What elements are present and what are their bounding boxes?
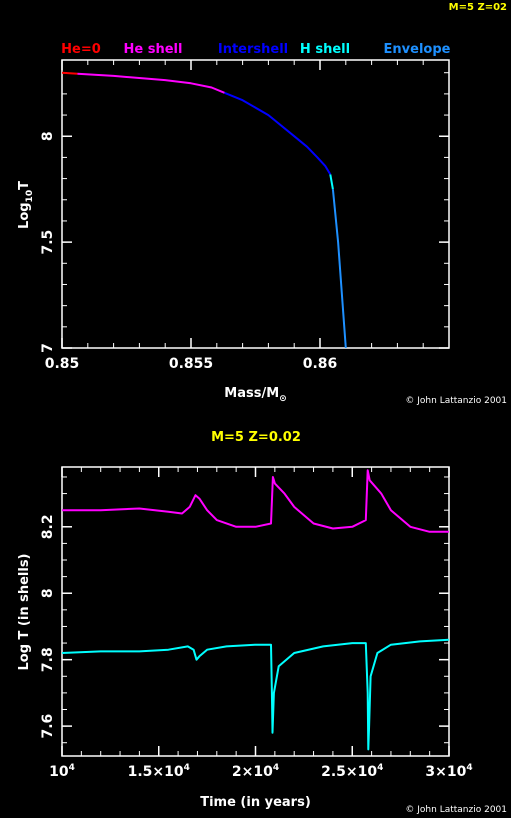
legend-entry: He shell bbox=[124, 42, 183, 57]
x-tick-label: 0.86 bbox=[303, 356, 338, 372]
y-tick-label: 8.2 bbox=[40, 514, 56, 539]
y-axis-label-subscript: 10 bbox=[25, 190, 35, 203]
x-axis-label-subscript: ⊙ bbox=[279, 394, 287, 404]
y-tick-label: 8 bbox=[40, 588, 56, 598]
series-line-intershell bbox=[224, 91, 332, 175]
x-tick-label: 3×104 bbox=[425, 763, 472, 780]
x-tick-label: 0.855 bbox=[169, 356, 213, 372]
y-tick-label: 7.6 bbox=[40, 714, 56, 739]
x-tick-label: 2×104 bbox=[232, 763, 279, 780]
x-axis-label: Time (in years) bbox=[200, 795, 311, 810]
y-axis-label-end: T bbox=[17, 181, 32, 190]
credit-text: © John Lattanzio 2001 bbox=[405, 396, 507, 406]
y-tick-label: 7.8 bbox=[40, 647, 56, 672]
legend-entry: He=0 bbox=[61, 42, 101, 57]
chart-title: M=5 Z=0.02 bbox=[211, 430, 301, 445]
series-line-h-shell bbox=[329, 174, 334, 190]
x-tick-label: 2.5×104 bbox=[321, 763, 383, 780]
x-tick-exponent: 4 bbox=[273, 763, 279, 773]
x-axis-label: Mass/M⊙ bbox=[224, 386, 286, 404]
x-tick-exponent: 4 bbox=[377, 763, 383, 773]
credit-text: © John Lattanzio 2001 bbox=[405, 805, 507, 815]
plot-frame bbox=[61, 59, 450, 349]
corner-label: M=5 Z=02 bbox=[449, 2, 507, 13]
x-tick-exponent: 4 bbox=[466, 763, 472, 773]
chart-2: 104 1.5×104 2×104 2.5×104 3×104 7.6 7.8 8 8.2 M=5… bbox=[17, 430, 507, 815]
x-tick-label: 0.85 bbox=[45, 356, 80, 372]
series-line-he-shell bbox=[77, 72, 225, 94]
series-line-envelope bbox=[331, 189, 347, 348]
x-tick-label: 1.5×104 bbox=[128, 763, 190, 780]
y-tick-label: 8 bbox=[40, 131, 56, 141]
legend-entry: Intershell bbox=[218, 42, 288, 57]
y-axis-label: Log10T bbox=[17, 181, 35, 229]
y-tick-label: 7.5 bbox=[40, 230, 56, 255]
legend-entry: Envelope bbox=[384, 42, 451, 57]
x-tick-exponent: 4 bbox=[69, 763, 75, 773]
series-line-he-0 bbox=[62, 71, 78, 75]
x-tick-label: 104 bbox=[49, 763, 75, 780]
y-tick-label: 7 bbox=[40, 343, 56, 353]
x-tick-exponent: 4 bbox=[184, 763, 190, 773]
series-line-he-shell bbox=[62, 469, 449, 533]
legend-entry: H shell bbox=[300, 42, 350, 57]
series-line-h-shell bbox=[62, 638, 449, 751]
y-axis-label: Log T (in shells) bbox=[17, 553, 32, 670]
chart-1: 0.85 0.855 0.86 7 7.5 8 Mass/M⊙ Log10T He=0 He sh… bbox=[17, 42, 507, 406]
